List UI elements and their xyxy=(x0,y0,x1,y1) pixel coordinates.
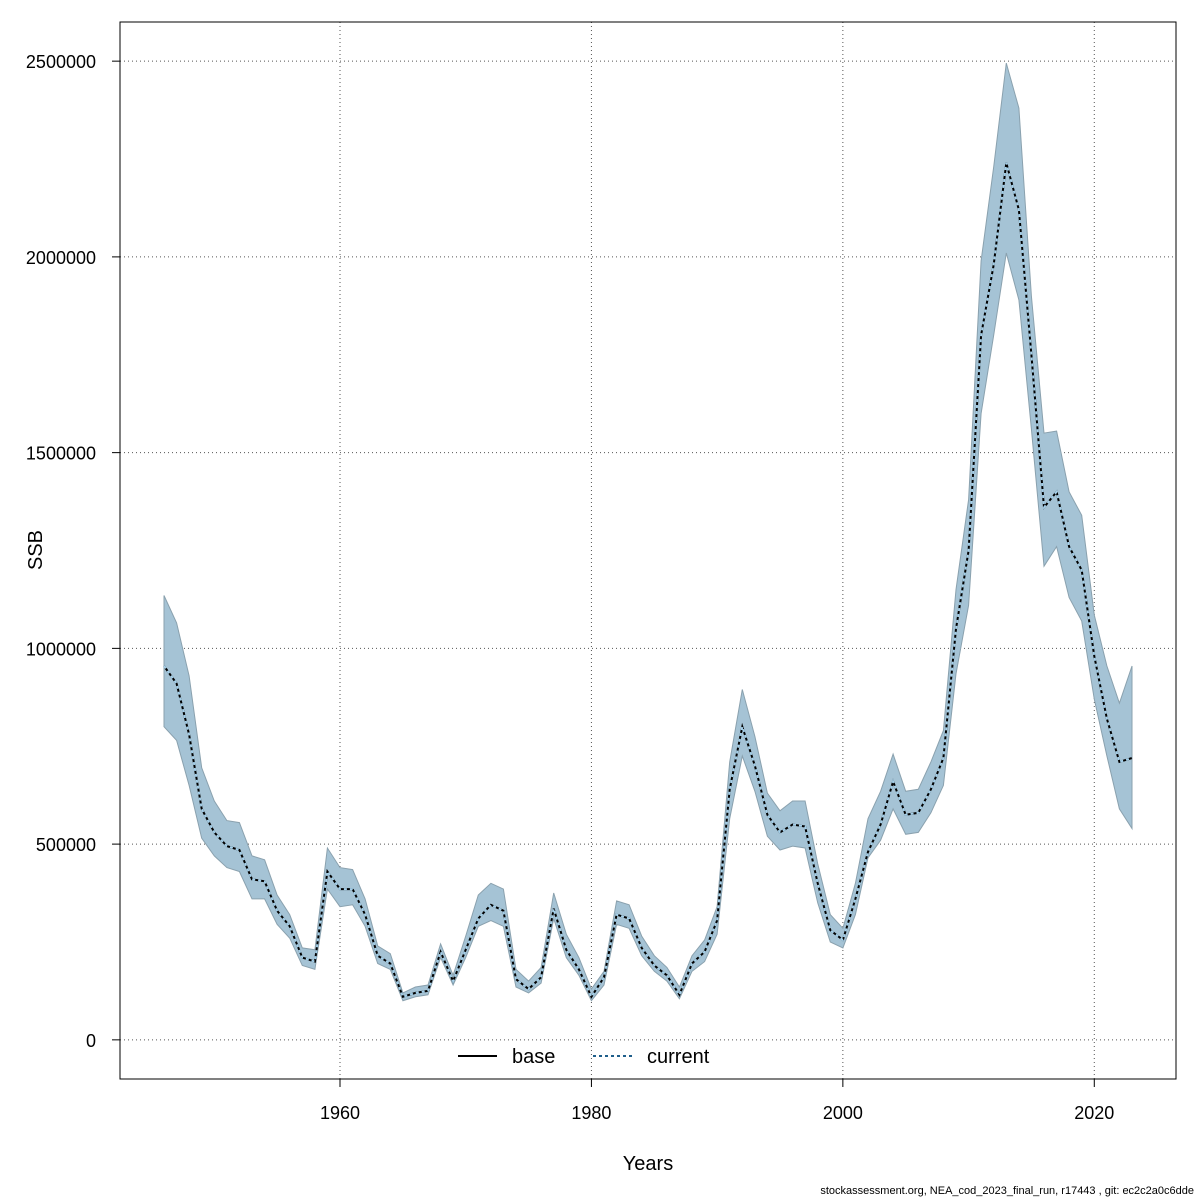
grid-lines xyxy=(120,22,1176,1079)
x-tick-label-0: 1960 xyxy=(320,1103,360,1123)
y-tick-label-1: 500000 xyxy=(36,835,96,855)
x-axis-title: Years xyxy=(623,1153,673,1175)
footer-caption: stockassessment.org, NEA_cod_2023_final_… xyxy=(820,1185,1194,1197)
confidence-band xyxy=(163,62,1133,1002)
x-axis: 1960 1980 2000 2020 xyxy=(320,1078,1114,1123)
y-tick-label-4: 2000000 xyxy=(26,248,96,268)
legend-label-current: current xyxy=(647,1046,710,1068)
y-tick-label-3: 1500000 xyxy=(26,444,96,464)
x-tick-label-3: 2020 xyxy=(1074,1103,1114,1123)
series-lines xyxy=(163,162,1133,999)
y-tick-label-5: 2500000 xyxy=(26,52,96,72)
y-axis-title: SSB xyxy=(25,530,47,570)
legend-label-base: base xyxy=(512,1046,555,1068)
x-tick-label-1: 1980 xyxy=(571,1103,611,1123)
y-axis: 0 500000 1000000 1500000 2000000 2500000 xyxy=(26,52,121,1051)
y-tick-label-0: 0 xyxy=(86,1031,96,1051)
y-tick-label-2: 1000000 xyxy=(26,639,96,659)
legend: base current xyxy=(458,1046,710,1068)
x-tick-label-2: 2000 xyxy=(823,1103,863,1123)
confidence-band-area xyxy=(163,62,1133,1002)
series-line-current xyxy=(163,162,1133,999)
